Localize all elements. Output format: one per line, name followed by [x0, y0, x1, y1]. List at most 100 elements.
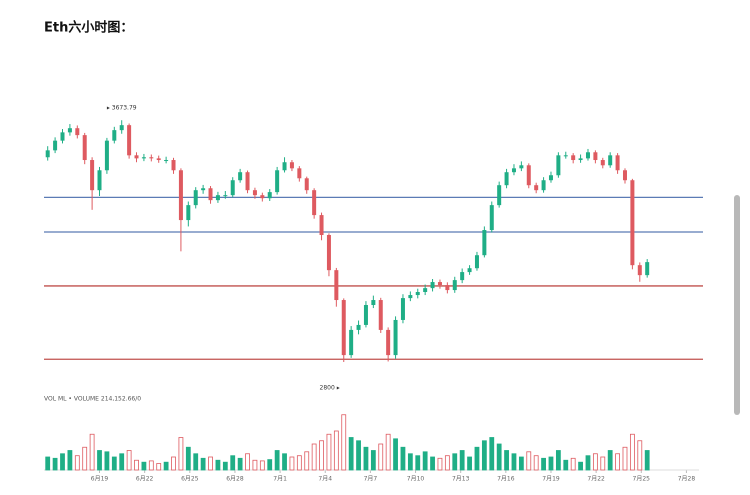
candle-body [208, 188, 213, 201]
candle-body [593, 152, 598, 161]
volume-label: VOL ML • VOLUME 214,152.66/0 [44, 396, 141, 403]
volume-bar [185, 446, 191, 471]
volume-bar [134, 459, 139, 471]
volume-bar [585, 455, 591, 471]
candle-body [164, 160, 169, 162]
volume-bar [615, 453, 620, 471]
volume-bar [341, 414, 347, 471]
candle-body [141, 157, 146, 159]
x-tick-label: 6月25 [181, 476, 199, 483]
volume-bar [222, 461, 228, 471]
volume-bar [230, 455, 236, 471]
x-tick-label: 6月28 [226, 476, 244, 483]
volume-bar [474, 446, 480, 471]
volume-bar [637, 440, 643, 471]
volume-bar [333, 430, 339, 471]
volume-bar [459, 450, 465, 471]
candle-body [112, 130, 117, 141]
x-tick-label: 7月1 [273, 476, 287, 483]
candle-body [312, 190, 317, 216]
volume-bar [363, 446, 369, 471]
x-tick-label: 7月10 [407, 476, 425, 483]
volume-bar [378, 443, 384, 471]
chart-title: Eth六小时图： [44, 20, 133, 36]
candle-body [326, 235, 331, 271]
x-tick-label: 7月28 [678, 476, 696, 483]
candle-body [245, 172, 250, 191]
candle-body [134, 155, 139, 159]
volume-bar [296, 455, 302, 471]
volume-bar [629, 433, 635, 471]
volume-bar [60, 453, 65, 471]
volume-bar [245, 453, 250, 471]
candle-body [349, 329, 354, 356]
volume-bar [111, 456, 117, 471]
volume-bar [326, 433, 332, 471]
candle-body [430, 282, 435, 289]
volume-bar [467, 456, 472, 471]
candle-body [637, 265, 642, 276]
volume-bar [289, 456, 295, 471]
candle-body [75, 128, 80, 136]
candle-body [45, 150, 50, 158]
candle-body [556, 155, 561, 176]
candle-body [608, 155, 613, 166]
candle-body [474, 255, 479, 269]
candle-body [60, 132, 65, 141]
candle-body [67, 128, 72, 133]
candle-body [186, 205, 191, 221]
candle-body [489, 205, 494, 231]
candle-body [563, 155, 568, 157]
candle-body [371, 300, 376, 306]
candle-body [201, 188, 206, 191]
volume-bar [126, 450, 132, 471]
volume-bar [356, 440, 361, 471]
candle-body [467, 268, 472, 273]
volume-bar [644, 450, 650, 471]
candle-body [156, 158, 161, 161]
volume-bar [67, 450, 73, 471]
candle-body [149, 157, 154, 159]
candle-body [541, 180, 546, 191]
candle-body [260, 195, 265, 199]
x-tick-label: 7月4 [318, 476, 332, 483]
volume-bar [304, 451, 310, 471]
candle-body [356, 324, 361, 330]
candle-body [223, 195, 228, 197]
candle-body [423, 288, 428, 293]
volume-bar [444, 455, 450, 471]
candle-body [452, 280, 457, 291]
volume-bar [104, 451, 110, 471]
x-tick-label: 7月7 [364, 476, 378, 483]
volume-bar [200, 457, 206, 471]
volume-bar [570, 457, 576, 471]
candle-body [534, 185, 539, 191]
volume-bar [385, 433, 391, 471]
candle-body [408, 295, 413, 299]
candle-body [386, 329, 391, 356]
candle-body [445, 285, 450, 291]
volume-bar [171, 456, 176, 471]
volume-bar [504, 450, 509, 471]
volume-bar [526, 451, 532, 471]
candle-body [275, 170, 280, 193]
volume-bar [578, 461, 583, 471]
candle-body [289, 162, 294, 169]
candle-body [519, 165, 524, 169]
candle-body [82, 135, 87, 161]
scrollbar[interactable] [734, 195, 740, 415]
x-tick-label: 7月19 [542, 476, 560, 483]
volume-bar [267, 459, 273, 471]
candle-body [97, 170, 102, 191]
candle-body [585, 152, 590, 159]
candle-body [571, 155, 576, 161]
candle-body [393, 319, 398, 356]
volume-bar [148, 460, 154, 471]
volume-bar [400, 446, 406, 471]
candle-body [90, 160, 95, 191]
volume-bar [489, 437, 495, 471]
candle-body [334, 270, 339, 301]
volume-bar [422, 451, 428, 471]
candle-body [363, 305, 368, 325]
x-tick-label: 6月22 [136, 476, 154, 483]
